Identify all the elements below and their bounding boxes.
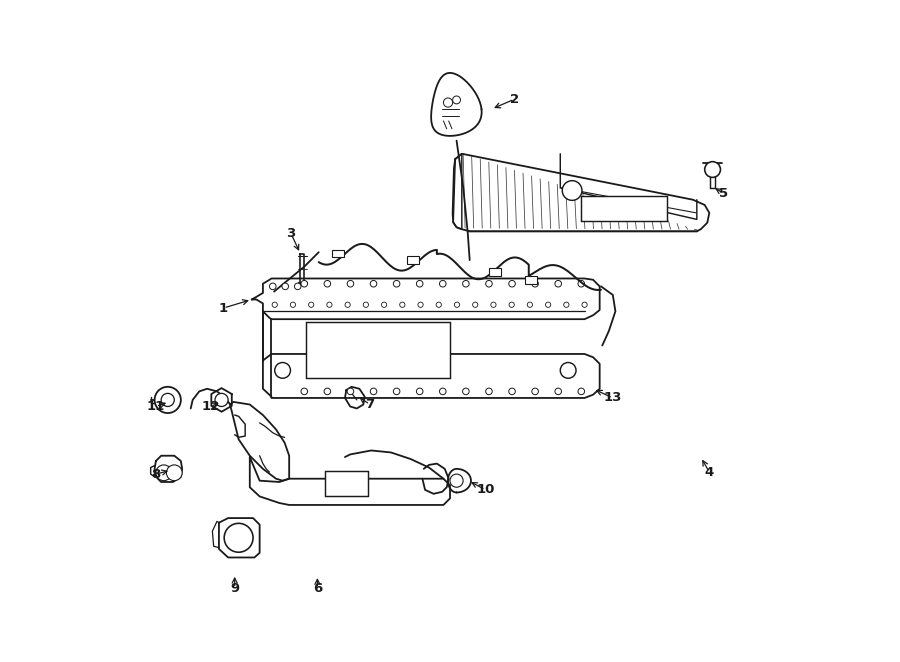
Circle shape xyxy=(324,281,330,287)
Circle shape xyxy=(272,302,277,307)
Bar xyxy=(526,276,537,284)
Circle shape xyxy=(417,281,423,287)
Text: 11: 11 xyxy=(147,400,165,413)
Circle shape xyxy=(453,96,461,104)
Bar xyxy=(490,268,501,276)
Circle shape xyxy=(327,302,332,307)
Circle shape xyxy=(578,388,585,395)
Circle shape xyxy=(301,388,308,395)
Text: 5: 5 xyxy=(718,187,727,200)
Circle shape xyxy=(486,281,492,287)
Circle shape xyxy=(274,363,291,378)
Circle shape xyxy=(393,281,400,287)
Circle shape xyxy=(439,388,446,395)
Circle shape xyxy=(364,302,368,307)
Circle shape xyxy=(509,302,514,307)
Circle shape xyxy=(345,302,350,307)
Circle shape xyxy=(436,302,441,307)
Circle shape xyxy=(527,302,533,307)
Text: 9: 9 xyxy=(230,582,239,595)
Circle shape xyxy=(545,302,551,307)
Circle shape xyxy=(166,465,182,481)
Circle shape xyxy=(439,281,446,287)
Circle shape xyxy=(582,302,587,307)
Bar xyxy=(408,256,419,264)
Circle shape xyxy=(309,302,314,307)
Circle shape xyxy=(215,393,228,406)
Circle shape xyxy=(472,302,478,307)
Circle shape xyxy=(561,363,576,378)
Text: 12: 12 xyxy=(202,400,220,413)
Circle shape xyxy=(463,388,469,395)
Bar xyxy=(332,250,344,258)
Text: 8: 8 xyxy=(151,467,160,481)
Text: 2: 2 xyxy=(509,93,519,106)
Circle shape xyxy=(382,302,387,307)
Circle shape xyxy=(347,281,354,287)
Circle shape xyxy=(563,302,569,307)
Circle shape xyxy=(555,281,562,287)
Circle shape xyxy=(294,283,301,290)
Circle shape xyxy=(393,388,400,395)
Circle shape xyxy=(370,281,377,287)
Text: 10: 10 xyxy=(476,483,495,496)
Text: 1: 1 xyxy=(219,301,228,314)
Circle shape xyxy=(347,388,354,395)
Circle shape xyxy=(454,302,460,307)
Circle shape xyxy=(486,388,492,395)
Circle shape xyxy=(282,283,289,290)
Circle shape xyxy=(532,388,538,395)
Circle shape xyxy=(532,281,538,287)
Text: 6: 6 xyxy=(313,582,322,595)
Text: 7: 7 xyxy=(365,398,374,411)
Bar xyxy=(581,196,667,220)
Circle shape xyxy=(224,524,253,552)
Bar xyxy=(306,322,450,378)
Circle shape xyxy=(562,181,582,201)
Text: 4: 4 xyxy=(705,465,714,479)
Circle shape xyxy=(555,388,562,395)
Circle shape xyxy=(450,474,464,487)
Circle shape xyxy=(156,465,172,481)
Text: 13: 13 xyxy=(604,391,622,404)
Circle shape xyxy=(301,281,308,287)
Circle shape xyxy=(417,388,423,395)
Circle shape xyxy=(400,302,405,307)
Circle shape xyxy=(508,388,516,395)
Bar xyxy=(325,471,368,496)
Circle shape xyxy=(444,98,453,107)
Circle shape xyxy=(291,302,295,307)
Circle shape xyxy=(508,281,516,287)
Circle shape xyxy=(491,302,496,307)
Circle shape xyxy=(269,283,276,290)
Text: 3: 3 xyxy=(286,227,296,240)
Circle shape xyxy=(161,393,175,406)
Circle shape xyxy=(463,281,469,287)
Circle shape xyxy=(578,281,585,287)
Circle shape xyxy=(370,388,377,395)
Circle shape xyxy=(705,162,721,177)
Circle shape xyxy=(155,387,181,413)
Circle shape xyxy=(324,388,330,395)
Circle shape xyxy=(418,302,423,307)
